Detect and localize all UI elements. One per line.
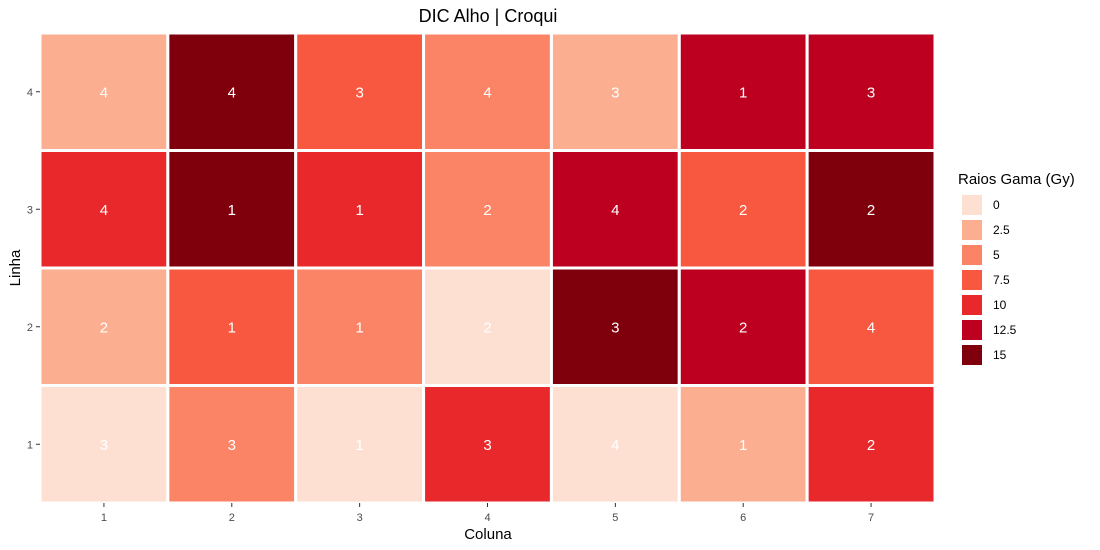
legend-label-2.5: 2.5 [993, 223, 1010, 237]
legend-label-15: 15 [993, 348, 1007, 362]
cell-label-4-3: 2 [483, 202, 491, 219]
heatmap-cell-7-4 [805, 31, 937, 152]
y-axis-ticks: 1 2 3 4 [27, 87, 40, 451]
cell-label-2-2: 1 [228, 319, 236, 336]
cell-label-7-2: 4 [867, 319, 875, 336]
legend: Raios Gama (Gy) 0 2.5 5 7.5 10 12.5 15 [958, 171, 1075, 365]
x-axis-title: Coluna [464, 526, 512, 543]
legend-swatch-2.5 [962, 220, 982, 240]
legend-swatch-5 [962, 245, 982, 265]
cell-label-1-4: 4 [100, 84, 108, 101]
cell-label-2-4: 4 [228, 84, 236, 101]
x-tick-label-5: 5 [612, 512, 618, 524]
y-tick-label-4: 4 [27, 87, 33, 99]
heatmap-cell-2-3 [166, 149, 298, 270]
heatmap-cell-5-3 [549, 149, 681, 270]
x-tick-label-3: 3 [357, 512, 363, 524]
cell-label-4-2: 2 [483, 319, 491, 336]
x-tick-label-6: 6 [740, 512, 746, 524]
heatmap-cell-6-4 [677, 31, 809, 152]
legend-label-0: 0 [993, 198, 1000, 212]
legend-label-7.5: 7.5 [993, 273, 1010, 287]
legend-swatch-7.5 [962, 270, 982, 290]
cell-label-6-4: 1 [739, 84, 747, 101]
legend-title: Raios Gama (Gy) [958, 171, 1075, 188]
chart-title: DIC Alho | Croqui [419, 6, 558, 26]
legend-label-12.5: 12.5 [993, 323, 1017, 337]
cell-label-6-1: 1 [739, 437, 747, 454]
cell-label-3-3: 1 [355, 202, 363, 219]
heatmap-cell-2-2 [166, 266, 298, 387]
cell-label-3-1: 1 [355, 437, 363, 454]
cell-label-5-3: 4 [611, 202, 619, 219]
heatmap-cell-4-4 [422, 31, 553, 152]
cell-label-4-1: 3 [483, 437, 491, 454]
cell-label-5-1: 4 [611, 437, 619, 454]
cell-label-3-4: 3 [355, 84, 363, 101]
cell-label-7-3: 2 [867, 202, 875, 219]
cell-label-7-1: 2 [867, 437, 875, 454]
y-tick-label-1: 1 [27, 439, 33, 451]
legend-swatch-0 [962, 195, 982, 215]
cell-label-1-3: 4 [100, 202, 108, 219]
legend-label-10: 10 [993, 298, 1007, 312]
cell-label-7-4: 3 [867, 84, 875, 101]
heatmap-cell-6-2 [677, 266, 809, 387]
heatmap-cells [38, 31, 937, 505]
heatmap-cell-6-1 [677, 384, 809, 505]
cell-label-5-4: 3 [611, 84, 619, 101]
x-tick-label-4: 4 [484, 512, 490, 524]
cell-label-4-4: 4 [483, 84, 491, 101]
cell-label-1-1: 3 [100, 437, 108, 454]
heatmap-cell-7-3 [805, 149, 937, 270]
cell-label-3-2: 1 [355, 319, 363, 336]
y-tick-label-2: 2 [27, 322, 33, 334]
cell-label-2-3: 1 [228, 202, 236, 219]
legend-label-5: 5 [993, 248, 1000, 262]
heatmap-cell-4-3 [422, 149, 553, 270]
cell-label-6-2: 2 [739, 319, 747, 336]
y-tick-label-3: 3 [27, 204, 33, 216]
legend-swatch-12.5 [962, 320, 982, 340]
heatmap-cell-2-1 [166, 384, 298, 505]
heatmap-cell-5-1 [549, 384, 681, 505]
y-axis-title: Linha [7, 249, 24, 286]
heatmap-cell-3-2 [294, 266, 426, 387]
cell-label-5-2: 3 [611, 319, 619, 336]
x-axis-ticks: 1 2 3 4 5 6 7 [101, 503, 874, 524]
cell-label-1-2: 2 [100, 319, 108, 336]
cell-label-6-3: 2 [739, 202, 747, 219]
x-tick-label-1: 1 [101, 512, 107, 524]
x-tick-label-7: 7 [868, 512, 874, 524]
legend-swatch-15 [962, 345, 982, 365]
heatmap-cell-1-2 [38, 266, 170, 387]
cell-labels: 4 4 3 4 3 1 3 4 1 1 2 4 2 2 2 1 1 2 3 2 4 3 3 1 3 4 1 2 [100, 84, 875, 454]
cell-label-2-1: 3 [228, 437, 236, 454]
legend-swatch-10 [962, 295, 982, 315]
x-tick-label-2: 2 [229, 512, 235, 524]
